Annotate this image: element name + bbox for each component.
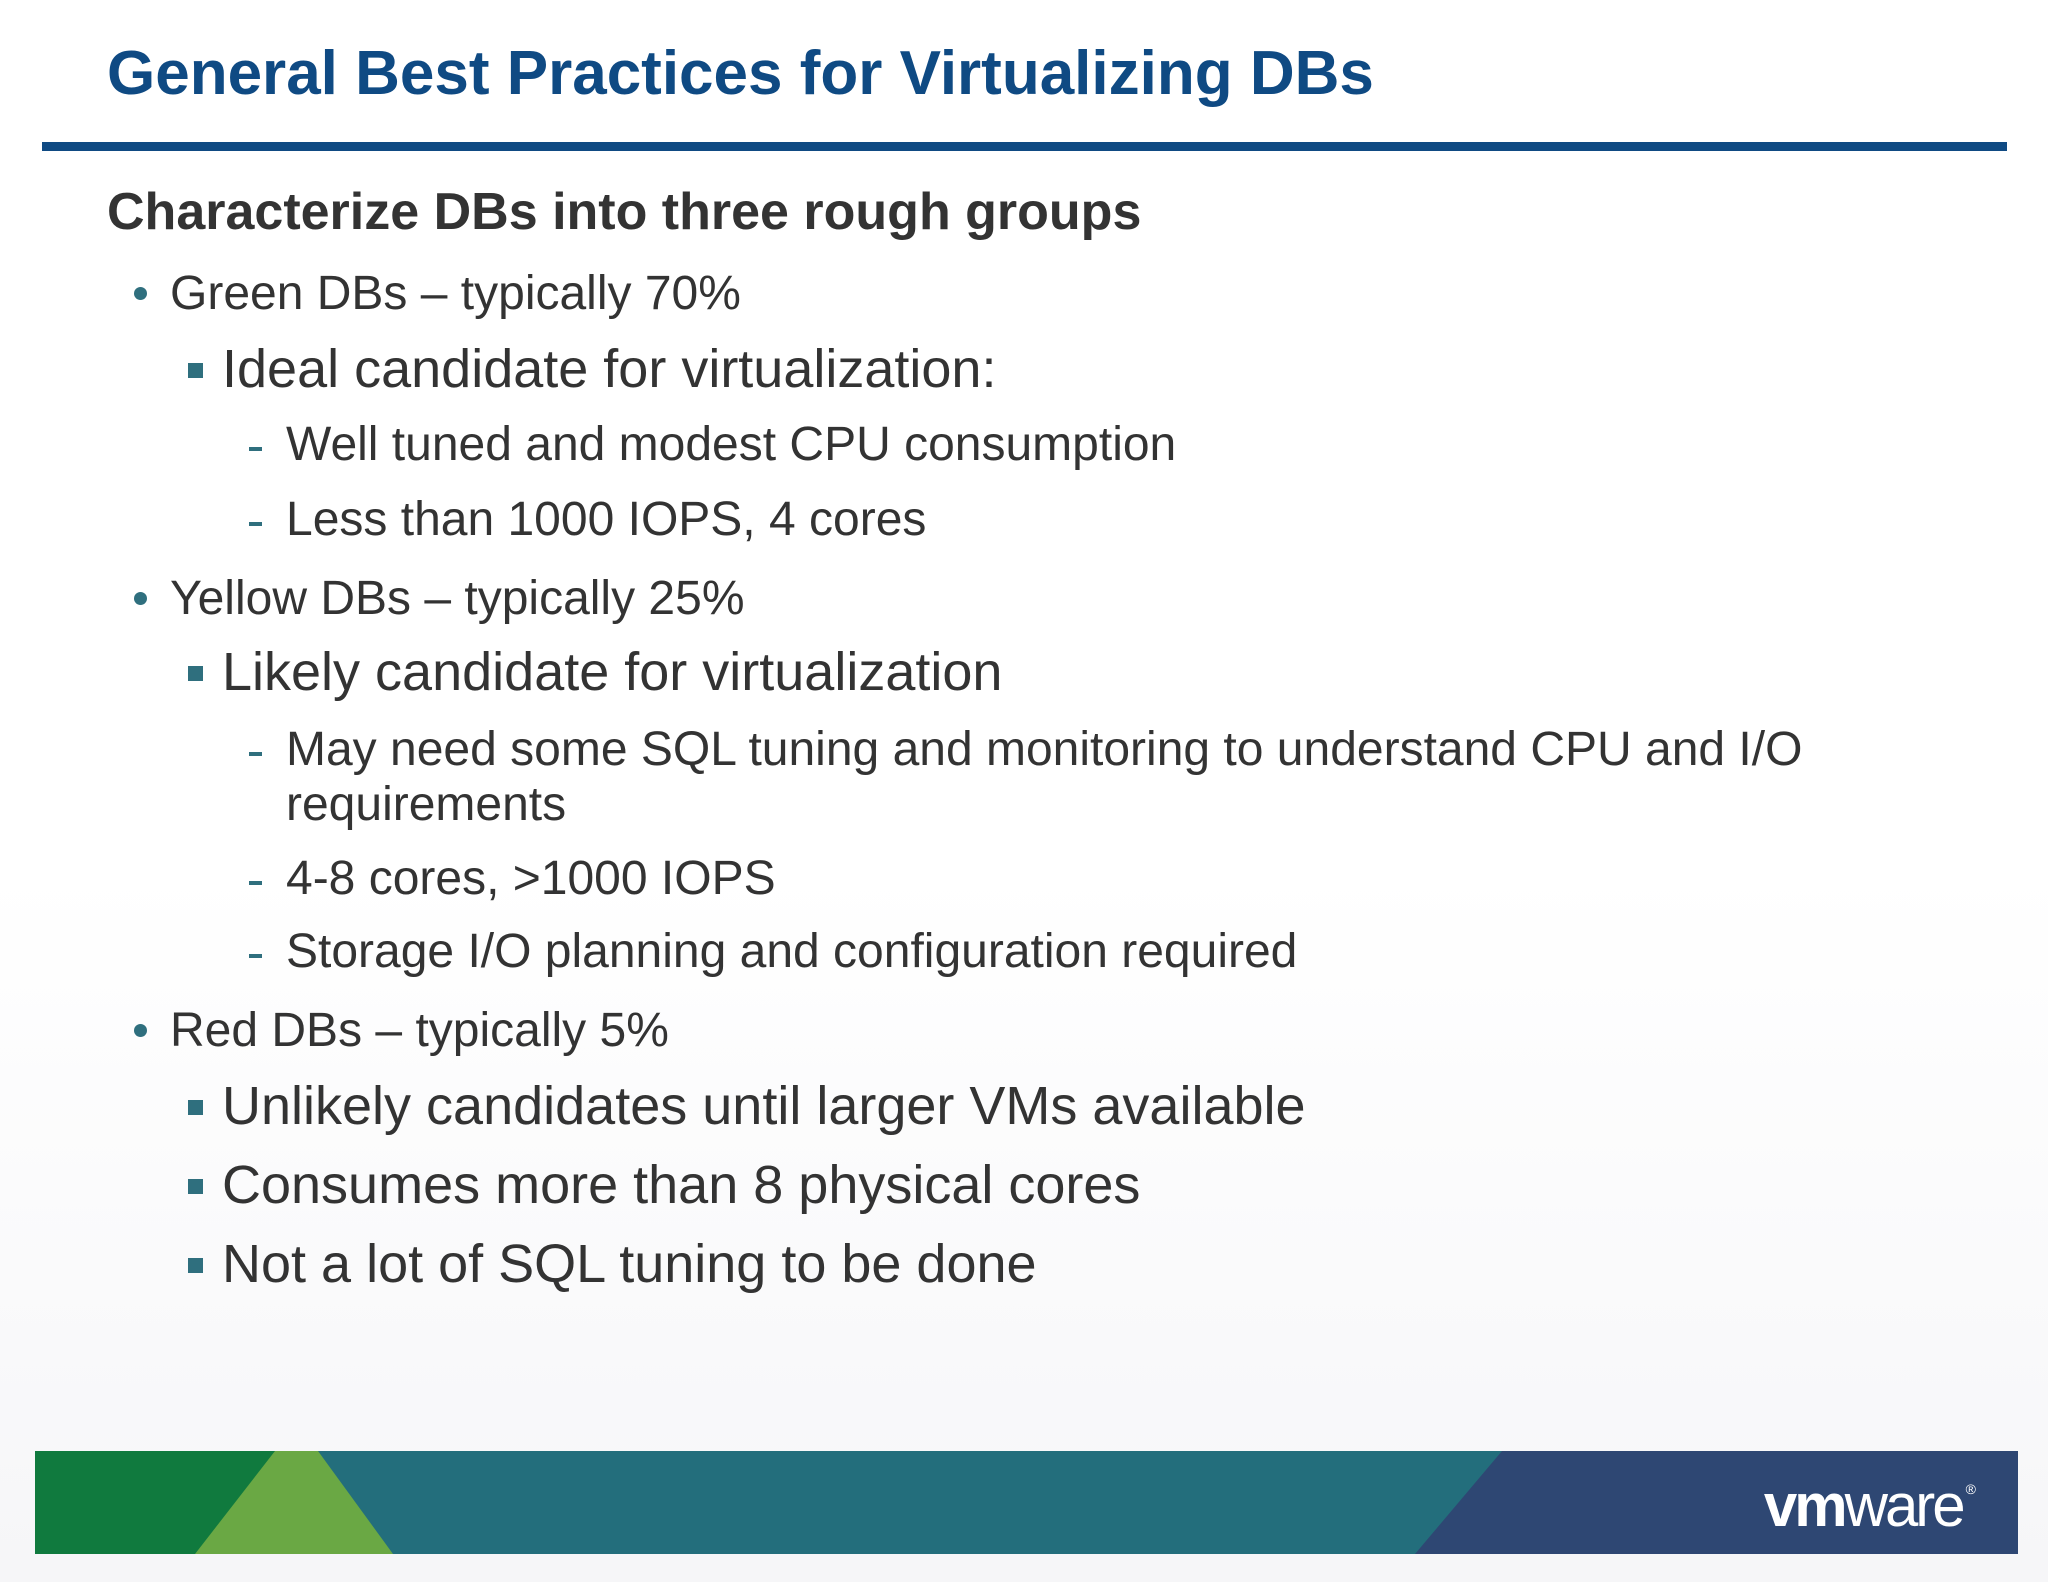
group-detail-continuation: requirements	[286, 778, 567, 831]
bullet-square-icon	[188, 1100, 203, 1115]
bullet-dot-icon	[134, 1024, 147, 1037]
bullet-dash-icon	[249, 752, 262, 756]
bullet-dot-icon	[134, 592, 147, 605]
group-label-green: Green DBs – typically 70%	[170, 267, 741, 320]
bullet-square-icon	[188, 363, 203, 378]
footer-graphic	[35, 1451, 2018, 1554]
group-label-red: Red DBs – typically 5%	[170, 1004, 669, 1057]
footer-light-green-triangle	[195, 1451, 393, 1554]
group-sub-red: Not a lot of SQL tuning to be done	[222, 1234, 1037, 1294]
vmware-logo: vmware ®	[1764, 1471, 1976, 1540]
bullet-dash-icon	[249, 447, 262, 451]
bullet-square-icon	[188, 1179, 203, 1194]
logo-registered-mark: ®	[1965, 1481, 1976, 1497]
group-detail: Storage I/O planning and configuration r…	[286, 925, 1298, 978]
group-label-yellow: Yellow DBs – typically 25%	[170, 572, 745, 625]
footer-navy-band	[1415, 1451, 2018, 1554]
slide-title: General Best Practices for Virtualizing …	[107, 39, 1374, 108]
group-detail: May need some SQL tuning and monitoring …	[286, 723, 1803, 776]
footer-band: vmware ®	[35, 1451, 2018, 1554]
group-detail: Less than 1000 IOPS, 4 cores	[286, 493, 927, 546]
bullet-dash-icon	[249, 881, 262, 885]
bullet-dash-icon	[249, 954, 262, 958]
logo-ware: ware	[1844, 1472, 1966, 1539]
bullet-square-icon	[188, 666, 203, 681]
bullet-dash-icon	[249, 522, 262, 526]
logo-vm: vm	[1763, 1472, 1848, 1539]
group-detail: Well tuned and modest CPU consumption	[286, 418, 1177, 471]
section-heading: Characterize DBs into three rough groups	[107, 183, 1142, 241]
bullet-square-icon	[188, 1258, 203, 1273]
group-sub-red: Consumes more than 8 physical cores	[222, 1155, 1141, 1215]
group-detail: 4-8 cores, >1000 IOPS	[286, 852, 776, 905]
group-sub-green: Ideal candidate for virtualization:	[222, 339, 997, 399]
group-sub-red: Unlikely candidates until larger VMs ava…	[222, 1076, 1306, 1136]
group-sub-yellow: Likely candidate for virtualization	[222, 642, 1003, 702]
title-underline	[42, 142, 2007, 151]
bullet-dot-icon	[134, 287, 147, 300]
